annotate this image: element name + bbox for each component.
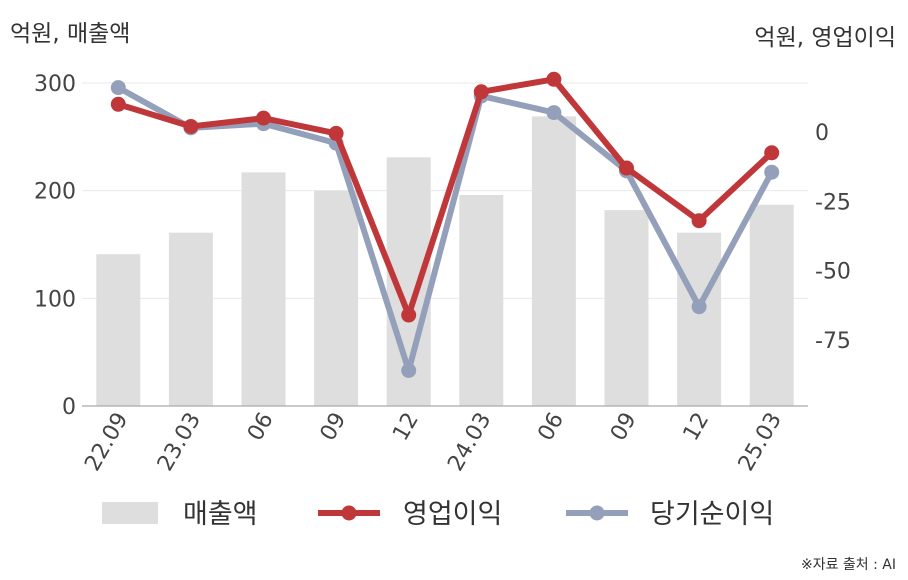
x-tick-label: 24.03 [443,409,496,476]
legend-marker [589,505,605,521]
data-point [328,125,344,141]
legend-marker [341,505,357,521]
bar-09 [314,190,359,406]
legend-label: 영업이익 [403,499,502,530]
x-tick-label: 25.03 [734,409,787,476]
data-point [110,80,126,96]
right-tick-label: 0 [815,121,829,146]
x-tick-label: 22.09 [80,409,133,476]
data-point [401,363,417,379]
right-axis-unit: 억원, 영업이익 [754,25,896,51]
x-tick-label: 12 [679,409,715,446]
left-tick-label: 100 [34,287,76,312]
x-tick-label: 06 [243,409,279,446]
bar-09 [604,210,649,406]
data-point [401,307,417,323]
data-point [691,299,707,315]
bar-series-sales [96,116,794,407]
right-tick-label: -25 [815,190,851,215]
left-y-axis-ticks: 0 100 200 300 [34,72,76,420]
left-tick-label: 0 [62,395,76,420]
right-tick-label: -50 [815,260,851,285]
x-tick-label: 09 [606,409,642,446]
series-line [115,76,775,319]
left-axis-unit: 억원, 매출액 [10,21,131,47]
x-axis-tick-labels: 22.09 23.03 06 09 12 24.03 06 09 12 25.03 [80,409,787,476]
legend-item-매출액: 매출액 [102,499,258,530]
data-point [691,213,707,229]
left-tick-label: 200 [34,180,76,205]
left-tick-label: 300 [34,72,76,97]
line-series-영업이익 [110,71,780,323]
legend-item-영업이익: 영업이익 [318,499,502,530]
source-note: ※자료 출처 : AI [800,557,896,573]
right-tick-label: -75 [815,329,851,354]
legend: 매출액 영업이익 당기순이익 [102,499,774,530]
x-tick-label: 23.03 [153,409,206,476]
data-point [473,84,489,100]
data-point [764,164,780,180]
x-tick-label: 06 [533,409,569,446]
data-point [546,71,562,87]
x-tick-label: 12 [388,409,424,446]
data-point [619,160,634,176]
right-y-axis-ticks: 0 -25 -50 -75 [815,121,851,354]
bar-23.03 [168,232,213,406]
data-point [764,145,780,161]
series-line [115,84,775,374]
legend-item-당기순이익: 당기순이익 [566,499,774,530]
bar-24.03 [459,194,504,406]
data-point [183,118,199,134]
bar-22.09 [96,254,141,406]
bar-12 [677,232,722,406]
bar-25.03 [749,204,794,406]
legend-label: 당기순이익 [650,499,774,530]
line-series [110,71,780,379]
legend-label: 매출액 [183,499,258,530]
data-point [110,96,126,112]
legend-swatch [102,502,158,524]
data-point [546,105,562,121]
bar-06 [241,172,286,406]
data-point [256,110,271,126]
x-tick-label: 09 [316,409,352,446]
bar-06 [531,116,576,407]
